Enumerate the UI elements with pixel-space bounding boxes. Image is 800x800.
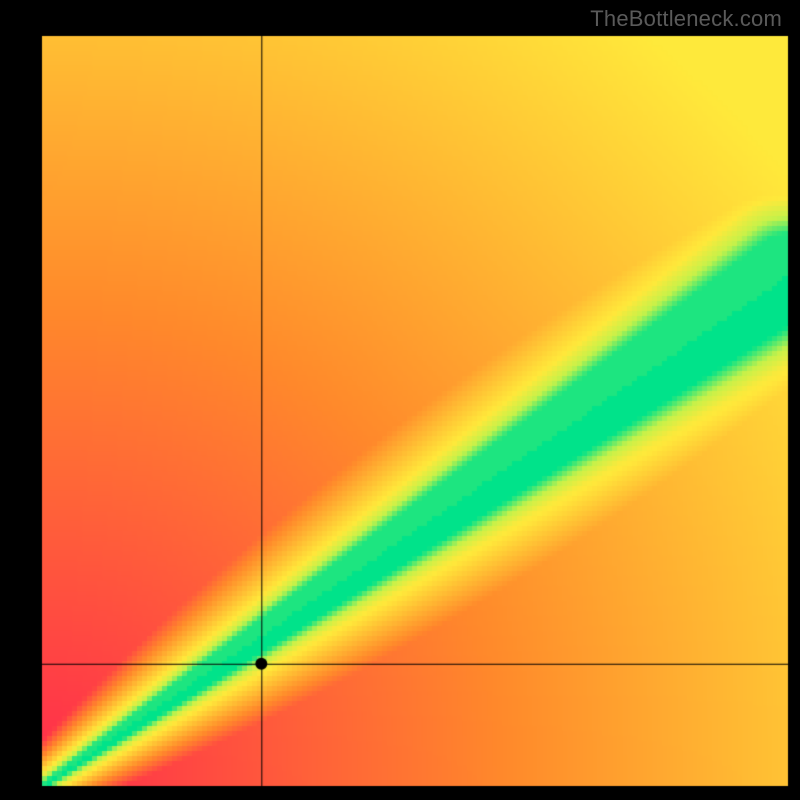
watermark-text: TheBottleneck.com	[590, 6, 782, 32]
heatmap-canvas	[0, 0, 800, 800]
chart-container: TheBottleneck.com	[0, 0, 800, 800]
